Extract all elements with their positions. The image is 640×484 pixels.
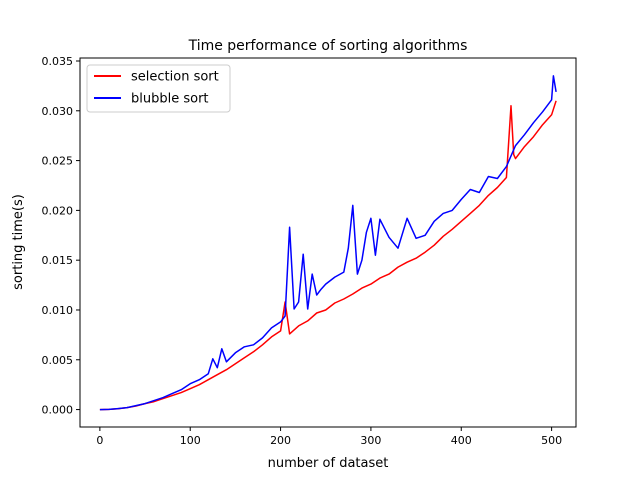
x-tick-label: 200	[270, 434, 291, 447]
y-tick-label: 0.000	[42, 404, 74, 417]
chart-title: Time performance of sorting algorithms	[188, 38, 468, 54]
x-tick-label: 400	[451, 434, 472, 447]
legend-label-blubble-sort: blubble sort	[131, 92, 209, 107]
legend-box	[86, 64, 231, 113]
plot-area-frame	[79, 57, 577, 428]
y-tick-label: 0.015	[42, 254, 74, 267]
y-tick-label: 0.030	[42, 105, 74, 118]
x-tick-label: 300	[360, 434, 381, 447]
y-axis-label: sorting time(s)	[11, 194, 26, 290]
series-line-blubble-sort	[99, 75, 557, 411]
y-tick-label: 0.010	[42, 304, 74, 317]
y-tick-label: 0.035	[42, 55, 74, 68]
series-layer	[99, 75, 557, 411]
y-tick-label: 0.025	[42, 155, 74, 168]
x-axis-label: number of dataset	[268, 456, 389, 471]
x-tick-label: 0	[96, 434, 103, 447]
x-tick-label: 500	[541, 434, 562, 447]
y-tick-label: 0.005	[42, 354, 74, 367]
series-line-selection-sort	[99, 100, 557, 411]
y-axis: 0.000 0.005 0.010 0.015 0.020 0.025 0.030 0.035	[42, 55, 80, 417]
legend-label-selection-sort: selection sort	[131, 70, 219, 85]
legend: selection sort blubble sort	[86, 64, 231, 113]
y-tick-label: 0.020	[42, 204, 74, 217]
x-axis: 0 100 200 300 400 500	[96, 427, 562, 447]
x-tick-label: 100	[180, 434, 201, 447]
